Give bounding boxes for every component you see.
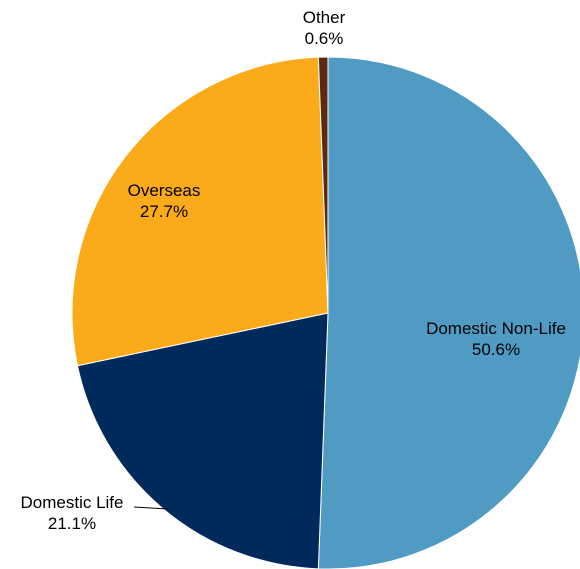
slice-labels: Domestic Non-Life 50.6% Domestic Life 21.1%… <box>21 8 566 533</box>
pie-slice-overseas <box>71 56 329 367</box>
slice-label-domestic-non-life: Domestic Non-Life 50.6% <box>426 319 566 359</box>
slice-category-label: Overseas <box>128 181 201 200</box>
pie-slices <box>71 56 580 569</box>
pie-slice-domestic-non-life <box>317 56 580 569</box>
leader-line-domestic-life <box>133 506 169 510</box>
slice-value-label: 50.6% <box>472 340 520 359</box>
slice-label-domestic-life: Domestic Life 21.1% <box>21 493 124 533</box>
pie-slice-other <box>317 56 329 314</box>
slice-value-label: 0.6% <box>305 29 344 48</box>
slice-category-label: Domestic Life <box>21 493 124 512</box>
slice-value-label: 21.1% <box>48 514 96 533</box>
slice-label-other: Other 0.6% <box>303 8 346 48</box>
slice-category-label: Other <box>303 8 346 27</box>
slice-category-label: Domestic Non-Life <box>426 319 566 338</box>
leader-lines <box>133 506 169 510</box>
slice-value-label: 27.7% <box>140 202 188 221</box>
slice-label-overseas: Overseas 27.7% <box>128 181 201 221</box>
